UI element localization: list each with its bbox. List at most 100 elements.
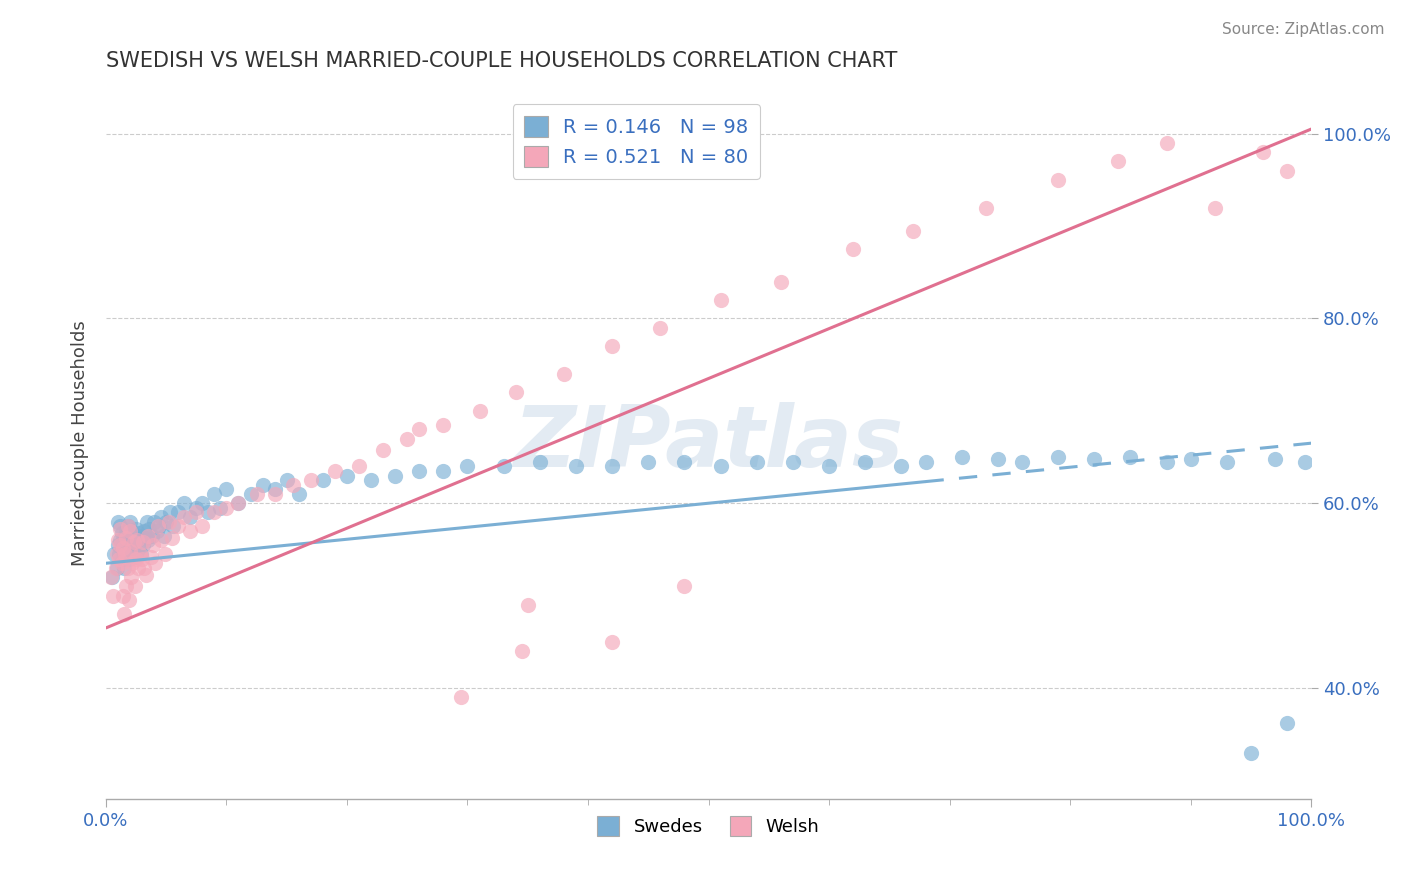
Point	[155, 515, 177, 529]
Point	[202, 506, 225, 520]
Point	[135, 515, 157, 529]
Point	[1156, 455, 1178, 469]
Point	[287, 487, 309, 501]
Point	[903, 224, 925, 238]
Point	[1156, 136, 1178, 150]
Point	[128, 547, 150, 561]
Point	[673, 579, 696, 593]
Point	[162, 519, 184, 533]
Point	[396, 432, 419, 446]
Point	[101, 589, 124, 603]
Point	[637, 455, 659, 469]
Point	[112, 607, 135, 621]
Point	[127, 533, 149, 548]
Point	[1180, 451, 1202, 466]
Point	[157, 515, 180, 529]
Point	[769, 275, 792, 289]
Point	[115, 579, 138, 593]
Point	[456, 459, 478, 474]
Point	[1204, 201, 1226, 215]
Point	[239, 487, 262, 501]
Point	[1083, 451, 1105, 466]
Point	[122, 538, 145, 552]
Point	[136, 528, 159, 542]
Point	[125, 551, 148, 566]
Point	[371, 442, 394, 457]
Point	[245, 487, 267, 501]
Point	[129, 547, 152, 561]
Point	[124, 549, 146, 564]
Point	[142, 538, 165, 552]
Point	[152, 528, 174, 542]
Point	[914, 455, 936, 469]
Point	[141, 528, 163, 542]
Point	[101, 570, 124, 584]
Point	[107, 515, 129, 529]
Point	[122, 535, 145, 549]
Point	[818, 459, 841, 474]
Point	[115, 547, 138, 561]
Point	[103, 547, 125, 561]
Point	[112, 542, 135, 557]
Point	[191, 496, 214, 510]
Point	[492, 459, 515, 474]
Point	[842, 242, 865, 256]
Point	[336, 468, 359, 483]
Point	[1216, 455, 1239, 469]
Point	[135, 568, 157, 582]
Point	[1107, 154, 1129, 169]
Point	[117, 519, 139, 533]
Point	[110, 522, 132, 536]
Point	[650, 320, 672, 334]
Point	[179, 524, 201, 538]
Point	[529, 455, 551, 469]
Point	[1264, 451, 1286, 466]
Point	[505, 385, 527, 400]
Point	[468, 404, 491, 418]
Point	[131, 551, 153, 566]
Point	[745, 455, 768, 469]
Point	[145, 524, 167, 538]
Point	[125, 522, 148, 536]
Point	[263, 483, 285, 497]
Point	[121, 525, 143, 540]
Point	[782, 455, 804, 469]
Point	[167, 519, 190, 533]
Point	[121, 556, 143, 570]
Point	[1047, 173, 1070, 187]
Point	[132, 538, 155, 552]
Y-axis label: Married-couple Households: Married-couple Households	[72, 320, 89, 566]
Point	[135, 532, 157, 546]
Point	[150, 510, 173, 524]
Point	[710, 293, 733, 307]
Point	[110, 556, 132, 570]
Point	[1275, 716, 1298, 731]
Point	[202, 487, 225, 501]
Point	[110, 533, 132, 548]
Point	[1251, 145, 1274, 160]
Point	[121, 547, 143, 561]
Point	[263, 487, 285, 501]
Point	[111, 589, 134, 603]
Point	[450, 690, 472, 705]
Point	[565, 459, 588, 474]
Point	[118, 544, 141, 558]
Point	[384, 468, 406, 483]
Point	[118, 515, 141, 529]
Point	[153, 547, 176, 561]
Point	[510, 644, 533, 658]
Point	[118, 533, 141, 548]
Point	[108, 547, 131, 561]
Point	[108, 551, 131, 566]
Point	[600, 634, 623, 648]
Point	[120, 524, 142, 538]
Point	[150, 533, 173, 548]
Point	[299, 473, 322, 487]
Point	[347, 459, 370, 474]
Text: ZIPatlas: ZIPatlas	[513, 401, 904, 484]
Point	[186, 500, 208, 515]
Point	[112, 561, 135, 575]
Point	[111, 541, 134, 555]
Text: Source: ZipAtlas.com: Source: ZipAtlas.com	[1222, 22, 1385, 37]
Point	[136, 533, 159, 548]
